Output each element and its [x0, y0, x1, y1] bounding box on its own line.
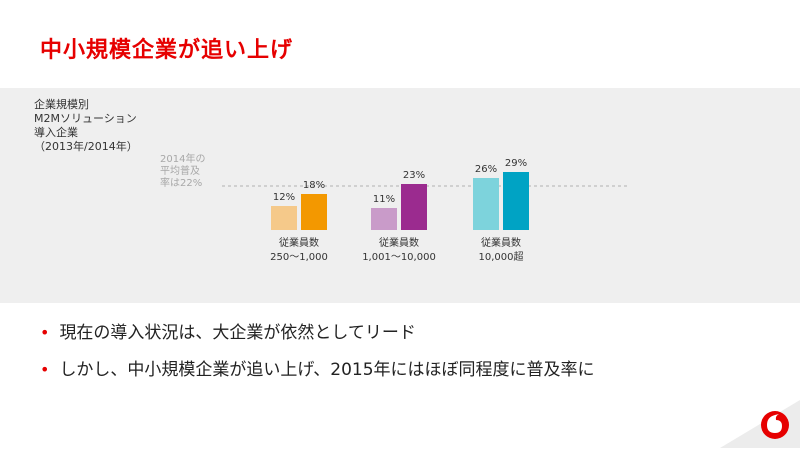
side-label-line: （2013年/2014年） — [34, 140, 138, 153]
average-note-line: 2014年の — [160, 154, 206, 165]
category-label: 従業員数 — [279, 236, 319, 249]
bullet-item: • 現在の導入状況は、大企業が依然としてリード — [40, 318, 780, 343]
chart-side-label: 企業規模別 M2Mソリューション 導入企業 （2013年/2014年） — [34, 98, 154, 154]
bar-2-1 — [503, 172, 529, 230]
slide-title: 中小規模企業が追い上げ — [40, 38, 294, 63]
category-label: 従業員数 — [379, 236, 419, 249]
category-label: 従業員数 — [481, 236, 521, 249]
bullet-text: しかし、中小規模企業が追い上げ、2015年にはほぼ同程度に普及率に — [59, 360, 595, 380]
bar-1-0 — [371, 208, 397, 230]
bar-value-label: 23% — [403, 170, 425, 181]
average-note: 2014年の 平均普及 率は22% — [160, 154, 240, 190]
average-note-line: 率は22% — [160, 178, 203, 189]
bar-2-0 — [473, 178, 499, 230]
bar-value-label: 12% — [273, 192, 295, 203]
bullet-dot-icon: • — [40, 323, 50, 342]
bar-0-0 — [271, 206, 297, 230]
chart-panel: 企業規模別 M2Mソリューション 導入企業 （2013年/2014年） 2014… — [0, 88, 800, 303]
bar-1-1 — [401, 184, 427, 230]
average-note-line: 平均普及 — [160, 166, 200, 177]
bullet-text: 現在の導入状況は、大企業が依然としてリード — [59, 323, 416, 343]
bar-value-label: 26% — [475, 164, 497, 175]
bullet-item: • しかし、中小規模企業が追い上げ、2015年にはほぼ同程度に普及率に — [40, 355, 780, 380]
brand-logo-icon — [720, 400, 800, 448]
bullet-list: • 現在の導入状況は、大企業が依然としてリード • しかし、中小規模企業が追い上… — [40, 318, 780, 392]
bar-value-label: 29% — [505, 158, 527, 169]
category-label: 1,001〜10,000 — [362, 252, 436, 263]
category-label: 10,000超 — [479, 250, 524, 263]
side-label-line: 企業規模別 — [34, 98, 89, 111]
bar-0-1 — [301, 194, 327, 230]
side-label-line: M2Mソリューション — [34, 112, 137, 125]
category-label: 250〜1,000 — [270, 252, 328, 263]
bar-chart: 12% 18% 従業員数 250〜1,000 11% 23% 従業員数 1,001〜10,00… — [222, 158, 628, 263]
side-label-line: 導入企業 — [34, 126, 78, 139]
bar-value-label: 11% — [373, 194, 395, 205]
bullet-dot-icon: • — [40, 360, 50, 379]
bar-value-label: 18% — [303, 180, 325, 191]
